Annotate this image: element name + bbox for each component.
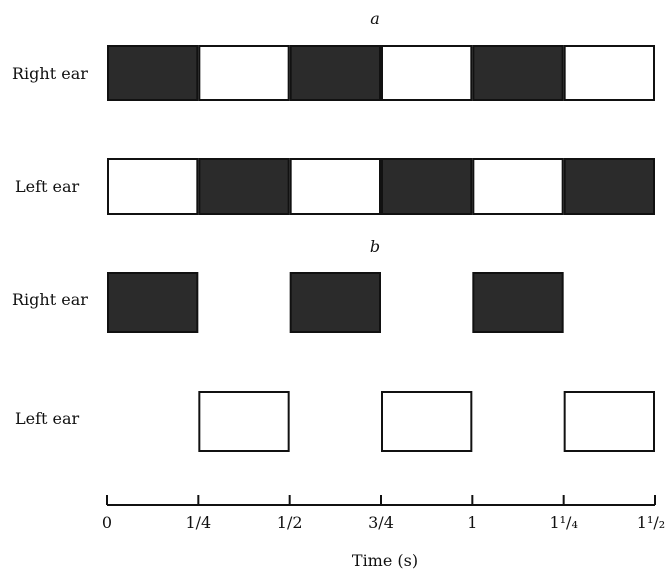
panel-b-label: b xyxy=(370,237,380,256)
tone-block-a-right-1 xyxy=(198,45,290,101)
tone-block-a-left-5 xyxy=(563,158,656,215)
tone-block-a-right-2 xyxy=(289,45,381,101)
axis-tick-label: 1/2 xyxy=(277,513,303,532)
tone-block-b-left-1 xyxy=(381,391,473,452)
tone-block-b-left-0 xyxy=(198,391,290,452)
axis-tick-label: 1 xyxy=(467,513,477,532)
tone-block-b-right-1 xyxy=(289,272,381,333)
tone-block-a-right-4 xyxy=(472,45,564,101)
row-label-b-left: Left ear xyxy=(15,409,80,428)
tone-block-a-right-3 xyxy=(381,45,473,101)
tone-block-a-right-0 xyxy=(107,45,199,101)
tone-block-b-left-2 xyxy=(563,391,656,452)
axis-tick-label: 1¹/₂ xyxy=(637,513,665,532)
axis-label: Time (s) xyxy=(352,551,418,570)
tone-block-a-left-1 xyxy=(198,158,290,215)
axis-tick-label: 3/4 xyxy=(368,513,394,532)
tone-block-b-right-0 xyxy=(107,272,199,333)
tone-block-a-right-5 xyxy=(563,45,656,101)
row-label-a-right: Right ear xyxy=(12,64,88,83)
tone-block-b-right-2 xyxy=(472,272,564,333)
row-label-a-left: Left ear xyxy=(15,177,80,196)
row-label-b-right: Right ear xyxy=(12,290,88,309)
axis-tick-label: 1/4 xyxy=(185,513,211,532)
row-labels: Right ear Left ear Right ear Left ear xyxy=(12,64,88,428)
tone-block-a-left-3 xyxy=(381,158,473,215)
panel-a-label: a xyxy=(370,9,380,28)
tone-block-a-left-2 xyxy=(289,158,381,215)
time-axis: 0 1/4 1/2 3/4 1 1¹/₄ 1¹/₂ xyxy=(102,495,665,532)
tone-block-a-left-0 xyxy=(107,158,199,215)
tone-block-a-left-4 xyxy=(472,158,564,215)
axis-tick-label: 1¹/₄ xyxy=(549,513,577,532)
axis-tick-label: 0 xyxy=(102,513,112,532)
block-layer xyxy=(107,45,656,452)
